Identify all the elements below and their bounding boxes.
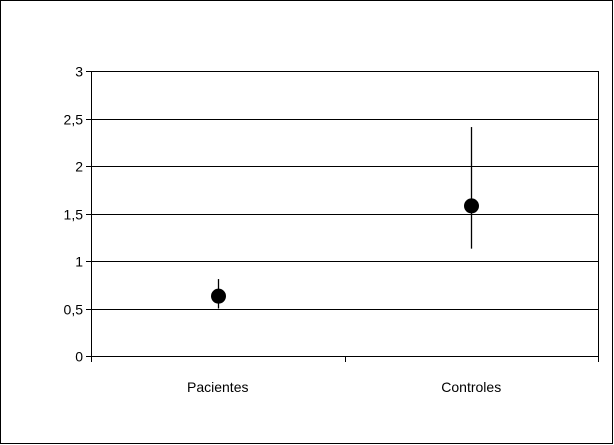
y-tick-label: 2	[75, 159, 83, 175]
y-tick-label: 0	[75, 349, 83, 365]
data-point	[464, 198, 479, 214]
y-tick-label: 0,5	[64, 302, 84, 318]
y-tick-label: 1,5	[64, 207, 84, 223]
y-tick-label: 2,5	[64, 112, 84, 128]
y-tick-label: 3	[75, 64, 83, 80]
y-tick-label: 1	[75, 254, 83, 270]
x-category-label: Controles	[441, 379, 501, 395]
data-point	[211, 288, 226, 304]
x-category-label: Pacientes	[187, 379, 248, 395]
